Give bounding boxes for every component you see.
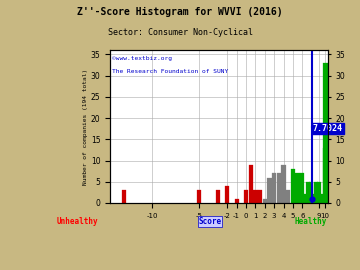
- Bar: [317, 182, 321, 203]
- Bar: [309, 182, 313, 203]
- Y-axis label: Number of companies (194 total): Number of companies (194 total): [83, 68, 88, 185]
- Bar: [314, 182, 319, 203]
- Bar: [122, 190, 126, 203]
- Text: Healthy: Healthy: [294, 217, 327, 226]
- Bar: [258, 190, 262, 203]
- Bar: [235, 199, 239, 203]
- Bar: [291, 169, 295, 203]
- Bar: [216, 190, 220, 203]
- Bar: [324, 88, 328, 203]
- Text: Z''-Score Histogram for WVVI (2016): Z''-Score Histogram for WVVI (2016): [77, 7, 283, 17]
- Bar: [286, 190, 290, 203]
- Bar: [267, 177, 271, 203]
- Text: Unhealthy: Unhealthy: [57, 217, 98, 226]
- Bar: [249, 165, 253, 203]
- Bar: [320, 194, 324, 203]
- Bar: [225, 186, 229, 203]
- Text: Sector: Consumer Non-Cyclical: Sector: Consumer Non-Cyclical: [108, 28, 252, 37]
- Bar: [272, 173, 276, 203]
- Bar: [311, 194, 316, 203]
- Bar: [197, 190, 201, 203]
- Bar: [277, 173, 281, 203]
- Bar: [300, 173, 305, 203]
- Text: Score: Score: [199, 217, 222, 226]
- Text: 7.7024: 7.7024: [313, 124, 343, 133]
- Text: The Research Foundation of SUNY: The Research Foundation of SUNY: [112, 69, 228, 74]
- Bar: [323, 148, 327, 203]
- Bar: [296, 173, 300, 203]
- Bar: [303, 194, 307, 203]
- Bar: [244, 190, 248, 203]
- Bar: [323, 63, 328, 203]
- Bar: [306, 182, 310, 203]
- Bar: [282, 165, 285, 203]
- Bar: [253, 190, 257, 203]
- Bar: [263, 199, 267, 203]
- Text: ©www.textbiz.org: ©www.textbiz.org: [112, 56, 172, 62]
